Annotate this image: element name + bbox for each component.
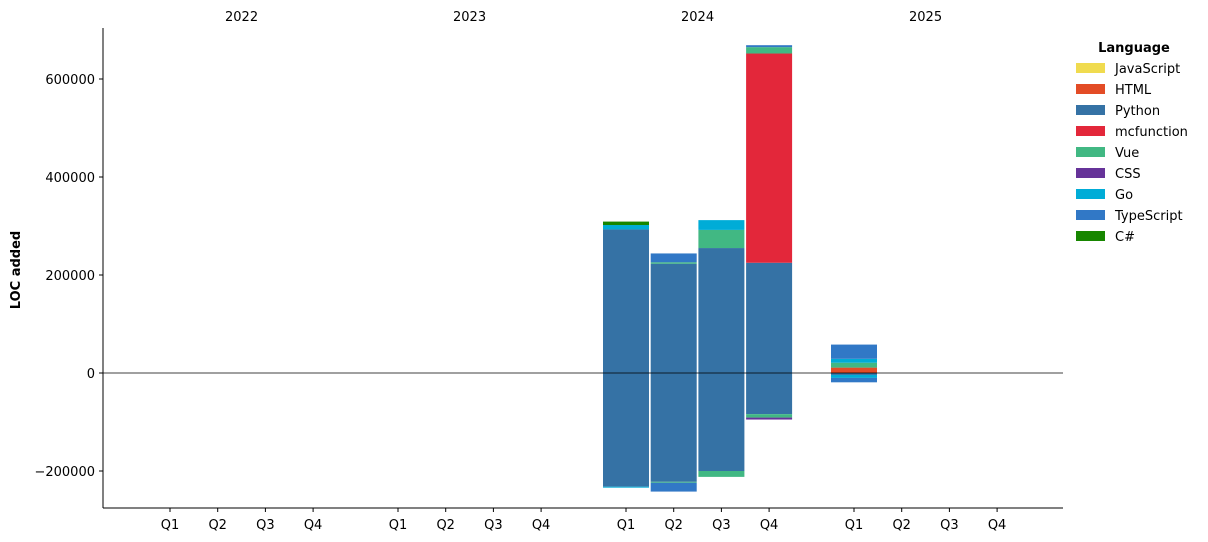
bar-segment-go: [603, 225, 649, 230]
legend-swatch: [1076, 105, 1105, 115]
x-tick-label: Q2: [436, 518, 455, 533]
legend-title: Language: [1098, 41, 1170, 56]
x-tick-label: Q4: [532, 518, 551, 533]
legend-entry-label: Vue: [1115, 146, 1139, 161]
legend-entry-label: Python: [1115, 104, 1160, 119]
year-label: 2023: [453, 10, 486, 25]
legend-entry-label: HTML: [1115, 83, 1152, 98]
bar-segment-vue: [650, 262, 697, 264]
year-label: 2024: [681, 10, 714, 25]
bar-segment-typescript: [831, 344, 877, 359]
bars-layer: [603, 45, 877, 492]
legend-swatch: [1076, 84, 1105, 94]
x-tick-label: Q2: [892, 518, 911, 533]
x-tick-label: Q4: [988, 518, 1007, 533]
bar-segment-go: [831, 374, 877, 378]
y-tick-label: −200000: [34, 465, 95, 480]
y-tick-label: 400000: [45, 171, 95, 186]
bar-segment-vue: [698, 229, 745, 249]
x-tick-label: Q4: [304, 518, 323, 533]
bar-segment-typescript: [746, 45, 793, 48]
bar-segment-python: [603, 229, 649, 373]
x-ticks: Q1 Q2 Q3 Q4 Q1 Q2 Q3 Q4 Q1 Q2 Q3 Q4 Q1 Q2 Q3 Q4: [161, 508, 1007, 533]
y-axis-label: LOC added: [9, 231, 24, 309]
legend: Language JavaScript HTML Python mcfunction V…: [1076, 41, 1188, 245]
bar-segment-html: [831, 367, 877, 373]
bar-segment-vue: [831, 362, 877, 368]
y-tick-label: 600000: [45, 73, 95, 88]
legend-swatch: [1076, 126, 1105, 136]
x-tick-label: Q2: [208, 518, 227, 533]
bar-segment-typescript: [650, 482, 697, 492]
x-tick-label: Q4: [760, 518, 779, 533]
legend-entry-label: TypeScript: [1114, 209, 1183, 224]
legend-swatch: [1076, 210, 1105, 220]
bar-segment-python: [698, 248, 745, 373]
y-ticks: −200000 0 200000 400000 600000: [34, 73, 103, 480]
bar-segment-mcfunction: [746, 53, 793, 263]
bar-segment-python: [831, 373, 877, 375]
x-tick-label: Q3: [940, 518, 959, 533]
legend-entry-label: JavaScript: [1114, 62, 1180, 77]
year-label: 2022: [225, 10, 258, 25]
bar-segment-csharp: [603, 221, 649, 226]
bar-segment-vue: [698, 471, 745, 477]
bar-segment-python: [650, 263, 697, 373]
bar-segment-typescript: [650, 253, 697, 263]
x-tick-label: Q3: [256, 518, 275, 533]
x-tick-label: Q1: [161, 518, 180, 533]
bar-segment-typescript: [831, 377, 877, 383]
legend-entry-label: mcfunction: [1115, 125, 1188, 140]
x-tick-label: Q3: [712, 518, 731, 533]
y-tick-label: 200000: [45, 269, 95, 284]
year-label: 2025: [909, 10, 942, 25]
x-tick-label: Q3: [484, 518, 503, 533]
bar-segment-vue: [746, 47, 793, 54]
bar-segment-python: [650, 373, 697, 482]
x-tick-label: Q1: [845, 518, 864, 533]
legend-entry-label: C#: [1115, 230, 1135, 245]
legend-swatch: [1076, 63, 1105, 73]
bar-segment-go: [603, 486, 649, 488]
bar-segment-go: [698, 220, 745, 230]
bar-segment-python: [746, 373, 793, 415]
bar-segment-python: [603, 373, 649, 487]
legend-entry-label: Go: [1115, 188, 1133, 203]
bar-segment-python: [698, 373, 745, 471]
legend-swatch: [1076, 168, 1105, 178]
x-tick-label: Q1: [617, 518, 636, 533]
year-labels: 2022 2023 2024 2025: [225, 10, 942, 25]
bar-segment-vue: [746, 414, 793, 418]
legend-swatch: [1076, 231, 1105, 241]
legend-entry-label: CSS: [1115, 167, 1141, 182]
bar-segment-vue: [650, 481, 697, 483]
y-tick-label: 0: [87, 367, 95, 382]
legend-swatch: [1076, 147, 1105, 157]
x-tick-label: Q1: [389, 518, 408, 533]
bar-segment-python: [746, 262, 793, 373]
x-tick-label: Q2: [664, 518, 683, 533]
bar-segment-go: [831, 358, 877, 363]
bar-segment-css: [746, 417, 793, 420]
legend-swatch: [1076, 189, 1105, 199]
